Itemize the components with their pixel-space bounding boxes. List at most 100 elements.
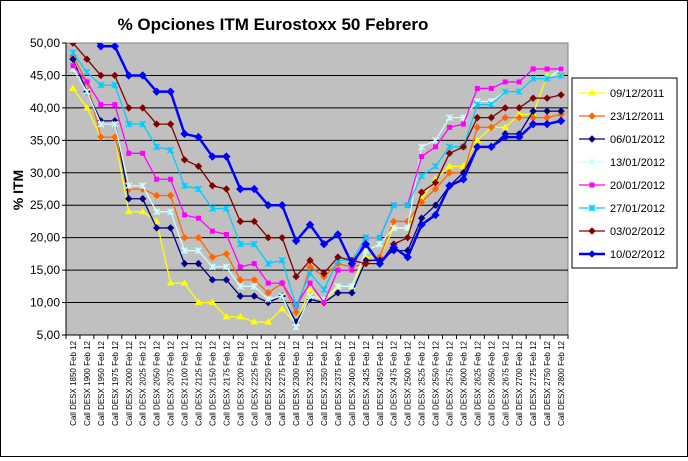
- legend-entry-label: 10/02/2012: [610, 249, 665, 261]
- x-tick-label: Call DESX 2100 Feb 12: [181, 340, 190, 425]
- data-point: [292, 302, 300, 310]
- data-point: [473, 142, 482, 152]
- data-point: [166, 191, 175, 200]
- x-axis: Call DESX 1850 Feb 12 Call DESX 1900 Feb …: [65, 334, 569, 426]
- data-point: [194, 132, 203, 142]
- data-point: [529, 107, 537, 115]
- data-point: [445, 114, 453, 122]
- data-point: [417, 220, 426, 229]
- data-point: [180, 233, 189, 242]
- data-point: [152, 87, 161, 96]
- data-point: [138, 71, 147, 80]
- legend-marker: [589, 182, 595, 188]
- data-point: [166, 279, 175, 286]
- data-point: [473, 123, 482, 132]
- x-tick-label: Call DESX 2000 Feb 12: [125, 340, 134, 425]
- data-point: [515, 104, 523, 112]
- data-point: [556, 116, 566, 126]
- x-tick-label: Call DESX 2550 Feb 12: [432, 340, 441, 425]
- data-point: [264, 233, 272, 242]
- data-point: [97, 133, 105, 141]
- x-tick-label: Call DESX 2175 Feb 12: [222, 340, 231, 425]
- data-point: [390, 224, 398, 232]
- data-point: [208, 204, 216, 212]
- data-point: [291, 236, 301, 246]
- data-point: [97, 120, 105, 128]
- data-point: [180, 129, 189, 139]
- data-point: [389, 217, 398, 226]
- data-point: [487, 113, 496, 122]
- x-tick-label: Call DESX 2025 Feb 12: [139, 340, 148, 425]
- data-point: [166, 224, 175, 232]
- x-tick-label: Call DESX 2125 Feb 12: [194, 340, 203, 425]
- x-tick-label: Call DESX 2350 Feb 12: [320, 340, 329, 425]
- data-point: [182, 212, 188, 218]
- data-point: [306, 269, 314, 277]
- data-point: [431, 185, 440, 193]
- data-point: [70, 63, 76, 69]
- data-point: [237, 264, 243, 270]
- x-tick-label: Call DESX 2375 Feb 12: [334, 340, 343, 425]
- data-point: [389, 243, 398, 252]
- data-point: [305, 220, 315, 229]
- data-point: [403, 252, 412, 262]
- data-point: [459, 143, 468, 151]
- data-point: [306, 256, 314, 265]
- data-point: [194, 233, 203, 242]
- x-tick-label: Call DESX 1900 Feb 12: [83, 340, 92, 425]
- data-point: [264, 295, 272, 303]
- plot-area: [65, 42, 569, 336]
- data-point: [320, 286, 328, 294]
- data-point: [264, 260, 272, 268]
- data-point: [529, 94, 537, 102]
- data-point: [264, 289, 272, 297]
- data-point: [194, 247, 202, 255]
- legend-entry-label: 13/01/2012: [610, 157, 665, 169]
- x-tick-label: Call DESX 2600 Feb 12: [459, 340, 468, 425]
- data-point: [125, 195, 133, 203]
- legend-entry-label: 27/01/2012: [610, 203, 665, 215]
- y-tick-label: 50,00: [30, 36, 60, 50]
- x-tick-label: Call DESX 2750 Feb 12: [543, 340, 552, 425]
- data-point: [250, 282, 258, 290]
- data-point: [459, 175, 468, 184]
- data-point: [473, 101, 481, 109]
- data-point: [208, 152, 217, 161]
- data-point: [138, 104, 147, 112]
- data-point: [180, 279, 189, 286]
- data-point: [181, 247, 189, 255]
- x-tick-label: Call DESX 2625 Feb 12: [473, 340, 482, 425]
- data-point: [236, 276, 245, 284]
- data-point: [320, 269, 328, 278]
- data-point: [390, 201, 398, 209]
- data-point: [277, 201, 287, 210]
- data-point: [83, 27, 90, 34]
- x-tick-label: Call DESX 2475 Feb 12: [390, 340, 399, 425]
- data-point: [432, 162, 440, 170]
- data-point: [558, 66, 564, 72]
- data-point: [208, 298, 217, 306]
- x-tick-label: Call DESX 2050 Feb 12: [153, 340, 162, 425]
- x-tick-label: Call DESX 2400 Feb 12: [348, 340, 357, 425]
- data-point: [557, 107, 565, 115]
- data-point: [208, 182, 217, 190]
- data-point: [236, 240, 244, 248]
- data-point: [361, 239, 371, 249]
- data-point: [376, 234, 384, 242]
- data-point: [194, 259, 203, 268]
- data-point: [307, 280, 313, 286]
- data-point: [194, 185, 202, 193]
- data-point: [502, 79, 508, 85]
- data-point: [417, 198, 426, 206]
- data-point: [153, 143, 161, 151]
- data-point: [334, 289, 342, 297]
- data-point: [152, 120, 161, 128]
- x-tick-label: Call DESX 2075 Feb 12: [167, 340, 176, 425]
- data-point: [69, 55, 77, 63]
- data-point: [278, 233, 286, 242]
- legend-marker: [588, 204, 596, 212]
- y-axis: 5,00 10,00 15,00 20,00 25,00 30,00 35,00 40,00 4…: [30, 36, 67, 342]
- x-tick-label: Call DESX 2425 Feb 12: [362, 340, 371, 425]
